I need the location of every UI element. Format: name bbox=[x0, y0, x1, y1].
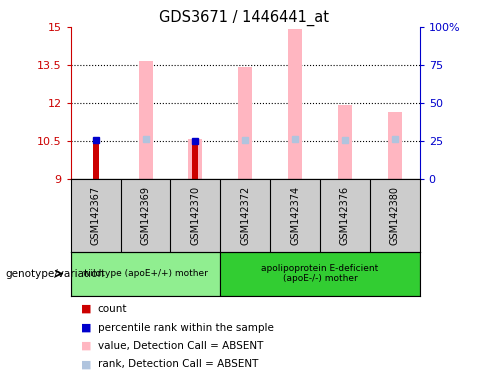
Text: count: count bbox=[98, 304, 127, 314]
Text: GSM142374: GSM142374 bbox=[290, 185, 300, 245]
Text: apolipoprotein E-deficient
(apoE-/-) mother: apolipoprotein E-deficient (apoE-/-) mot… bbox=[262, 264, 379, 283]
Text: ■: ■ bbox=[81, 341, 91, 351]
Text: ■: ■ bbox=[81, 359, 91, 369]
Text: GSM142372: GSM142372 bbox=[240, 185, 250, 245]
Text: rank, Detection Call = ABSENT: rank, Detection Call = ABSENT bbox=[98, 359, 258, 369]
Bar bbox=[220, 252, 420, 296]
Text: GSM142376: GSM142376 bbox=[340, 185, 350, 245]
Text: percentile rank within the sample: percentile rank within the sample bbox=[98, 323, 273, 333]
Text: GSM142370: GSM142370 bbox=[190, 185, 201, 245]
Text: GSM142367: GSM142367 bbox=[91, 185, 101, 245]
Text: GSM142369: GSM142369 bbox=[141, 185, 150, 245]
Bar bbox=[188, 139, 203, 179]
Bar bbox=[139, 61, 153, 179]
Bar bbox=[388, 112, 402, 179]
Text: GSM142380: GSM142380 bbox=[390, 185, 400, 245]
Text: ■: ■ bbox=[81, 304, 91, 314]
Bar bbox=[71, 252, 220, 296]
Text: value, Detection Call = ABSENT: value, Detection Call = ABSENT bbox=[98, 341, 263, 351]
Text: wildtype (apoE+/+) mother: wildtype (apoE+/+) mother bbox=[83, 269, 208, 278]
Bar bbox=[338, 105, 352, 179]
Text: GDS3671 / 1446441_at: GDS3671 / 1446441_at bbox=[159, 10, 329, 26]
Bar bbox=[238, 67, 252, 179]
Text: ■: ■ bbox=[81, 323, 91, 333]
Bar bbox=[288, 30, 302, 179]
Bar bbox=[192, 143, 198, 179]
Text: genotype/variation: genotype/variation bbox=[5, 268, 104, 279]
Bar bbox=[93, 141, 99, 179]
